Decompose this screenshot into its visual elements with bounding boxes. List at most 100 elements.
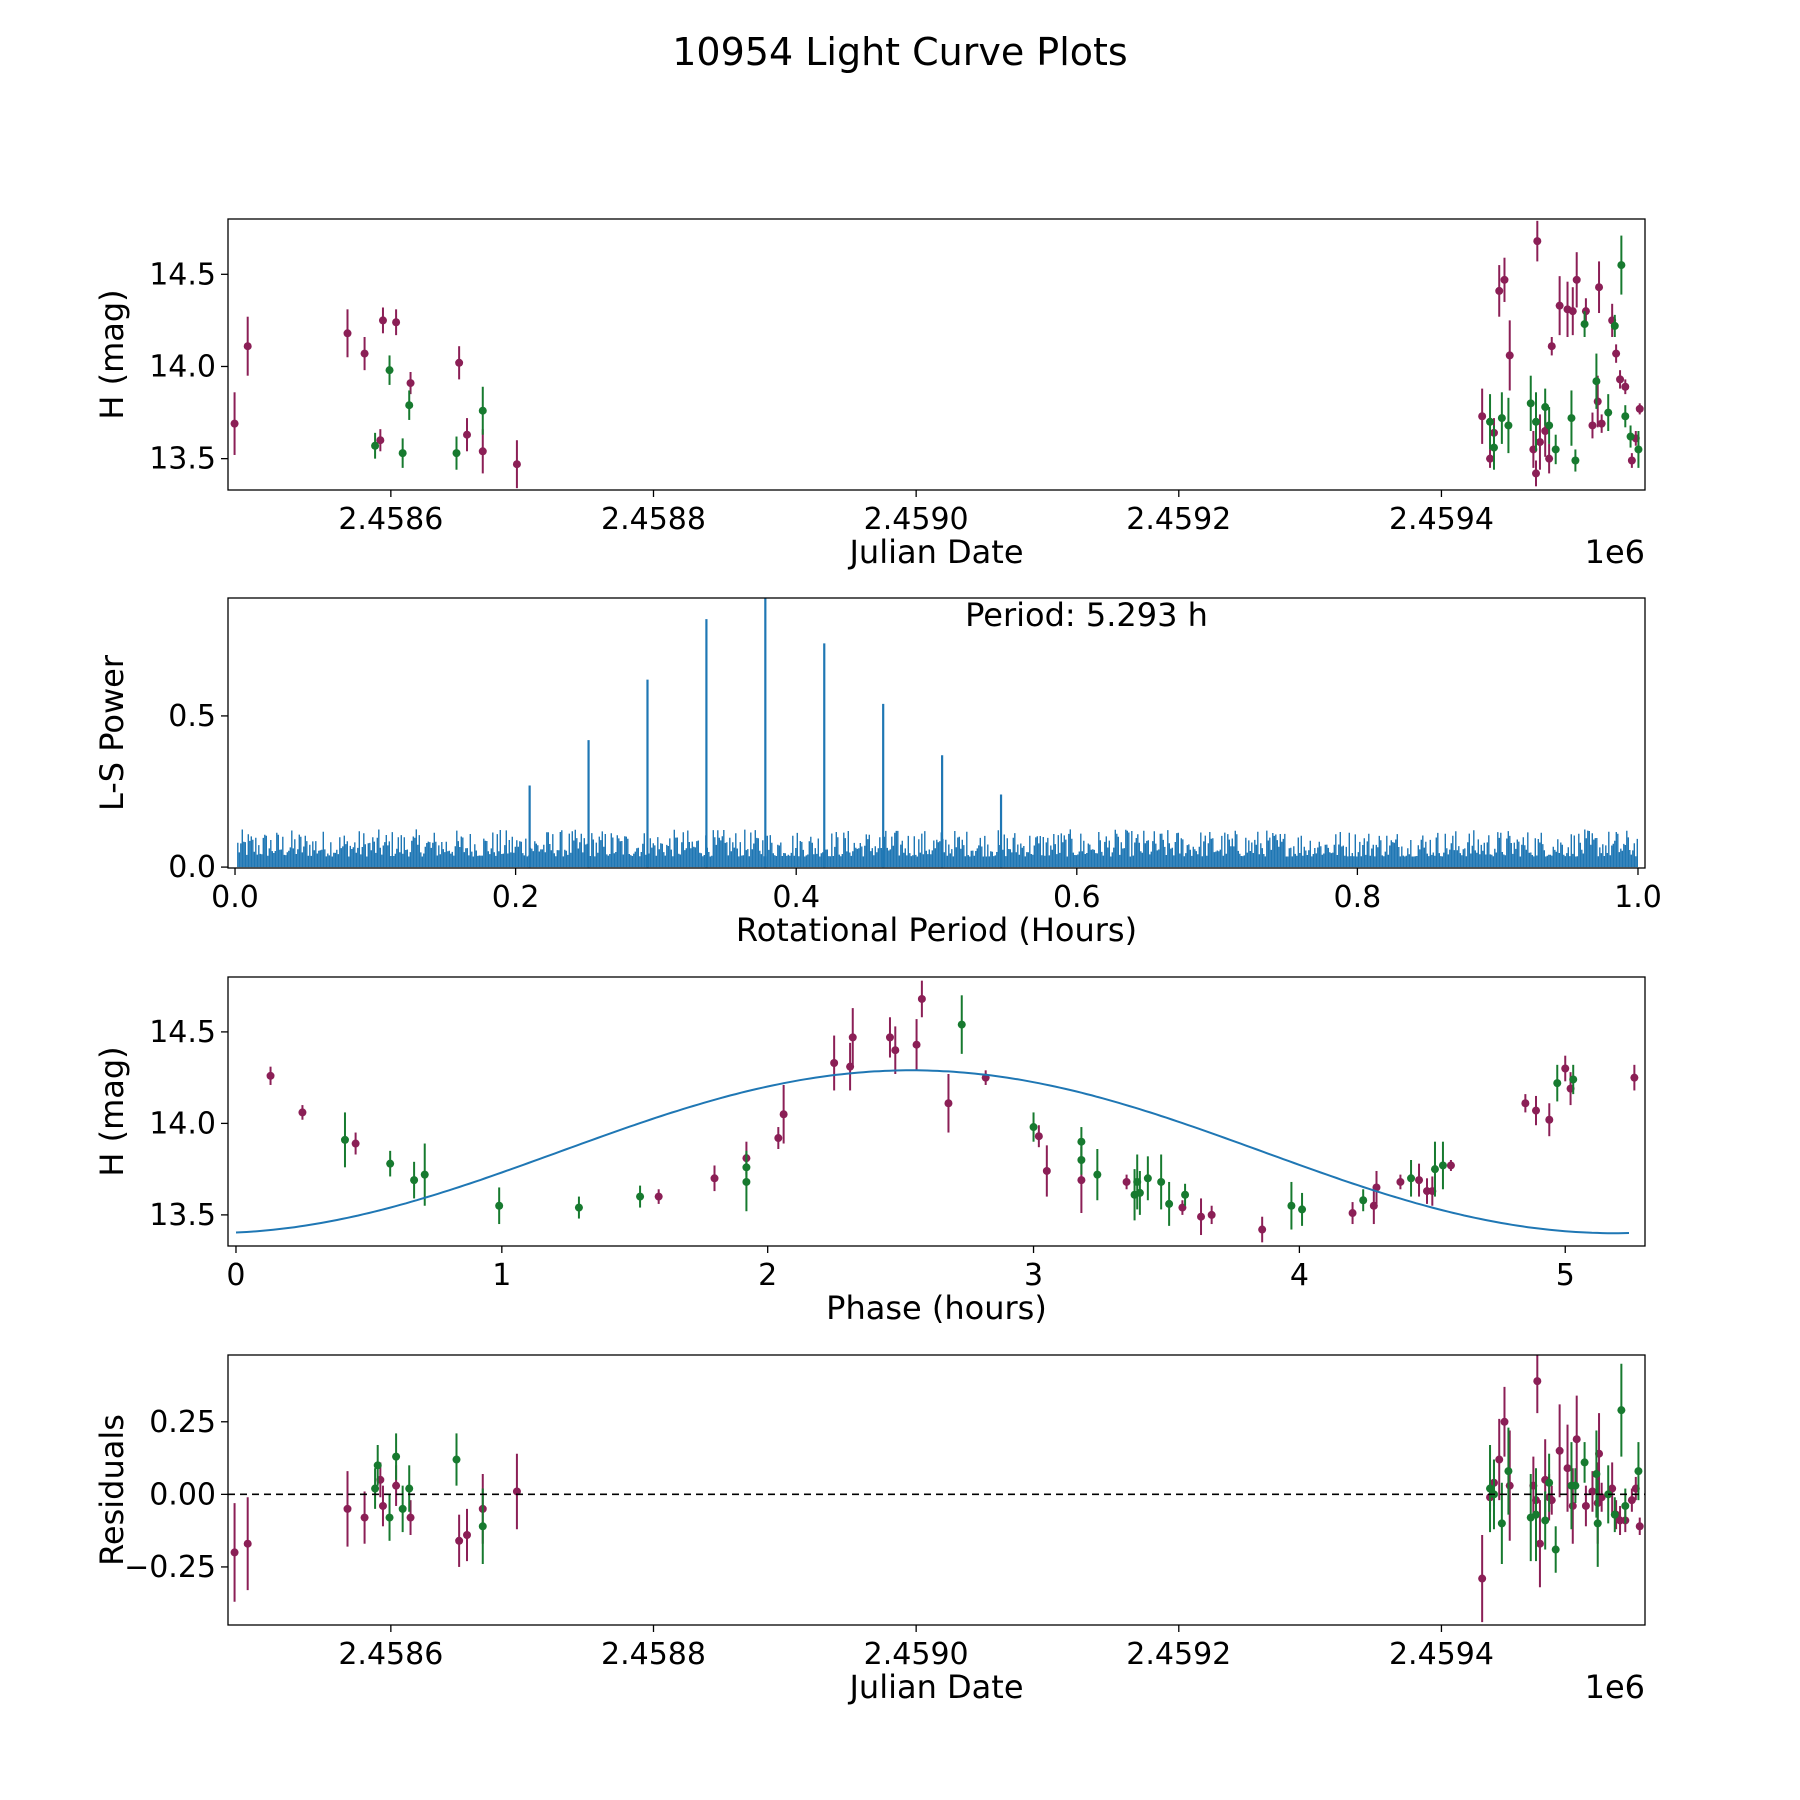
data-point	[1634, 1467, 1643, 1476]
data-point	[1627, 456, 1636, 465]
data-point	[392, 318, 401, 327]
plot-area	[230, 220, 1644, 489]
x-axis-label: Julian Date	[847, 1668, 1023, 1706]
data-point	[944, 1099, 953, 1108]
x-tick-label: 2.4586	[338, 502, 443, 537]
y-tick-label: 0.0	[168, 850, 216, 885]
data-point	[1580, 1458, 1589, 1467]
data-point	[1372, 1183, 1381, 1192]
data-point	[1581, 1501, 1590, 1510]
data-point	[1526, 399, 1535, 408]
data-point	[452, 1455, 461, 1464]
data-point	[1545, 1478, 1554, 1487]
data-point	[243, 1539, 252, 1548]
data-point	[410, 1176, 419, 1185]
x-tick-label: 0.4	[772, 880, 820, 915]
data-point	[1157, 1177, 1166, 1186]
data-point	[1505, 351, 1514, 360]
plot-area	[235, 980, 1639, 1243]
data-point	[1597, 1493, 1606, 1502]
series-filter-2	[340, 995, 1578, 1230]
data-point	[1635, 1522, 1644, 1531]
data-point	[463, 430, 472, 439]
x-axis-label: Rotational Period (Hours)	[736, 911, 1137, 949]
data-point	[1504, 421, 1513, 430]
data-point	[1298, 1205, 1307, 1214]
data-point	[343, 1504, 352, 1513]
x-tick-label: 0.8	[1334, 880, 1382, 915]
data-point	[1181, 1190, 1190, 1199]
data-point	[1446, 1161, 1455, 1170]
data-point	[420, 1170, 429, 1179]
data-point	[1572, 275, 1581, 284]
data-point	[1616, 375, 1625, 384]
data-point	[378, 1501, 387, 1510]
periodogram-spectrum	[237, 829, 1638, 868]
data-point	[1486, 454, 1495, 463]
data-point	[385, 1513, 394, 1522]
data-point	[774, 1134, 783, 1143]
series-filter-1	[266, 980, 1639, 1243]
data-point	[1627, 1496, 1636, 1505]
series-filter-1	[230, 220, 1644, 489]
data-point	[1612, 349, 1621, 358]
y-tick-label: 14.0	[149, 349, 216, 384]
data-point	[230, 1548, 239, 1557]
y-tick-label: −0.25	[124, 1550, 216, 1585]
data-point	[455, 1536, 464, 1545]
data-point	[1478, 1574, 1487, 1583]
data-point	[1545, 1115, 1554, 1124]
data-point	[710, 1174, 719, 1183]
data-point	[1521, 1099, 1530, 1108]
data-point	[1500, 1417, 1509, 1426]
data-point	[1563, 1464, 1572, 1473]
x-tick-label: 1	[492, 1258, 511, 1293]
data-point	[406, 379, 415, 388]
data-point	[1348, 1209, 1357, 1218]
data-point	[1588, 1487, 1597, 1496]
data-point	[266, 1071, 275, 1080]
x-tick-label: 0.0	[211, 880, 259, 915]
data-point	[1505, 1481, 1514, 1490]
data-point	[1197, 1212, 1206, 1221]
data-point	[1500, 275, 1509, 284]
data-point	[1533, 1377, 1542, 1386]
x-tick-label: 3	[1024, 1258, 1043, 1293]
data-point	[1626, 432, 1635, 441]
data-point	[373, 1461, 382, 1470]
data-point	[1610, 321, 1619, 330]
data-point	[1034, 1132, 1043, 1141]
data-point	[1532, 1106, 1540, 1115]
x-tick-label: 2.4588	[601, 1637, 706, 1672]
series-filter-2	[371, 1363, 1643, 1573]
data-point	[1588, 421, 1597, 430]
y-axis-label: H (mag)	[93, 289, 131, 419]
data-point	[1595, 283, 1604, 292]
data-point	[398, 1504, 407, 1513]
data-point	[1593, 1519, 1602, 1528]
data-point	[1551, 1545, 1560, 1554]
data-point	[1042, 1166, 1051, 1175]
data-point	[1545, 421, 1554, 430]
data-point	[1592, 377, 1601, 386]
x-tick-label: 2.4588	[601, 502, 706, 537]
data-point	[779, 1110, 788, 1119]
y-tick-label: 13.5	[149, 1198, 216, 1233]
data-point	[1029, 1123, 1038, 1132]
data-point	[574, 1203, 583, 1212]
data-point	[1592, 1470, 1601, 1479]
data-point	[360, 349, 369, 358]
data-point	[1621, 382, 1630, 391]
data-point	[1555, 1446, 1564, 1455]
data-point	[891, 1046, 900, 1055]
data-point	[1396, 1177, 1405, 1186]
data-point	[1438, 1161, 1447, 1170]
x-axis-label: Phase (hours)	[826, 1289, 1047, 1327]
data-point	[1567, 414, 1576, 423]
data-point	[1407, 1174, 1416, 1183]
x-tick-label: 2.4592	[1126, 502, 1231, 537]
panel-periodogram: Period: 5.293 h 0.0 0.2 0.4 0.6 0.8 1.0 0.0 0.5 R…	[93, 596, 1662, 949]
x-axis-label: Julian Date	[847, 533, 1023, 571]
data-point	[1571, 1481, 1580, 1490]
data-point	[1077, 1137, 1086, 1146]
